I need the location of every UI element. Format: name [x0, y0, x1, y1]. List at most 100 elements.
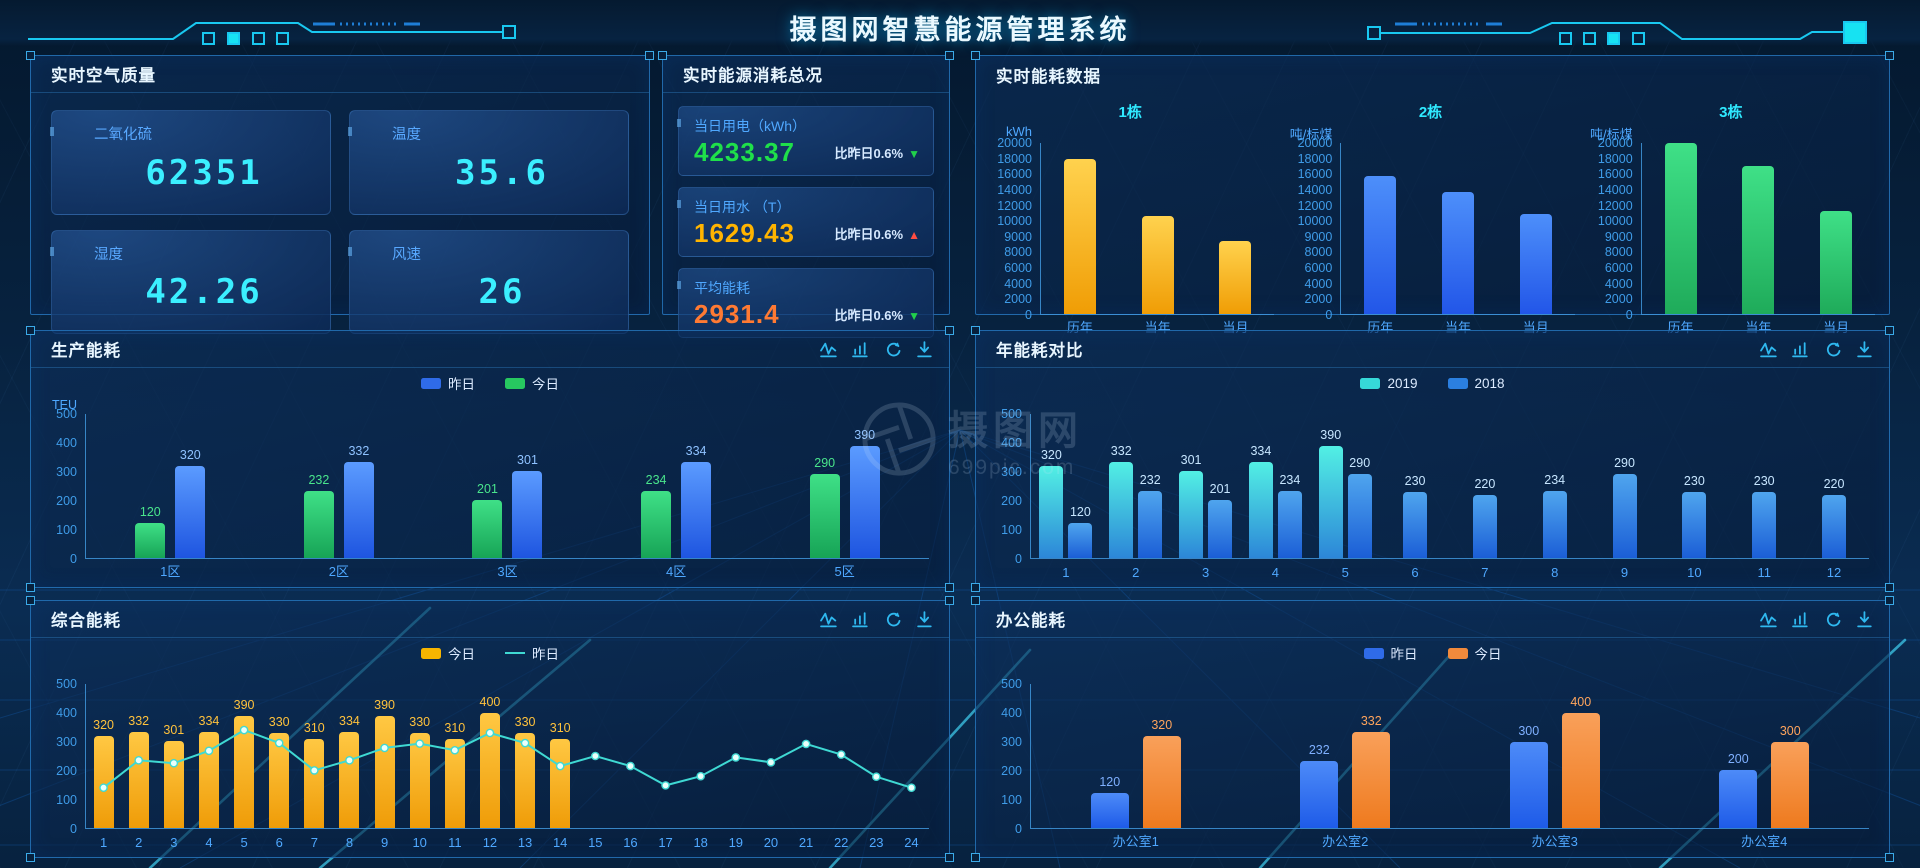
legend-item[interactable]: 2019 — [1360, 376, 1418, 391]
bar[interactable]: 310 — [304, 721, 325, 828]
bar[interactable]: 232 — [1300, 743, 1339, 828]
bar[interactable]: 300 — [1771, 724, 1810, 828]
bar[interactable]: 120 — [1068, 505, 1093, 558]
bar[interactable]: 390 — [1318, 428, 1343, 558]
bar-group: 390 9 — [367, 684, 402, 850]
bar[interactable]: 234 — [1542, 473, 1567, 558]
bar[interactable]: 200 — [1719, 752, 1758, 828]
bar[interactable]: 290 — [809, 456, 840, 558]
bar[interactable]: 220 — [1822, 477, 1847, 558]
legend-item[interactable]: 今日 — [421, 643, 475, 663]
bar[interactable]: 201 — [472, 482, 503, 558]
bar[interactable]: 320 — [175, 448, 206, 558]
bar[interactable]: 320 — [93, 718, 114, 828]
bar[interactable]: 230 — [1403, 474, 1428, 558]
x-tick-label: 20 — [763, 835, 779, 850]
bar[interactable] — [1442, 191, 1474, 314]
bar[interactable]: 120 — [1090, 775, 1129, 828]
bar[interactable]: 330 — [515, 715, 535, 828]
bar[interactable]: 330 — [269, 715, 290, 828]
line-chart-icon[interactable] — [1760, 341, 1779, 358]
bar[interactable]: 310 — [550, 721, 571, 828]
line-chart-icon[interactable] — [820, 341, 839, 358]
corner-marker — [971, 326, 980, 335]
legend-swatch — [1363, 647, 1384, 659]
bar[interactable]: 400 — [480, 695, 500, 828]
compare-text: 比昨日0.6% ▼ — [834, 146, 920, 161]
bar[interactable]: 332 — [1109, 444, 1134, 558]
production-energy-chart: 昨日 今日 TEU 0 100 200 300 400 500 120 320 1区 232 332 2区 2… — [31, 368, 949, 587]
bar-group: 334 4 — [191, 684, 226, 850]
bar[interactable]: 334 — [681, 444, 712, 558]
bar[interactable]: 220 — [1472, 477, 1497, 558]
bar[interactable]: 301 — [1179, 453, 1204, 558]
bar[interactable] — [1742, 166, 1775, 314]
bar[interactable]: 232 — [303, 473, 334, 558]
bar[interactable]: 334 — [339, 714, 360, 828]
bar[interactable]: 390 — [374, 698, 395, 828]
download-icon[interactable] — [916, 610, 935, 628]
bar[interactable]: 234 — [641, 473, 672, 558]
bar[interactable]: 301 — [163, 723, 184, 828]
y-tick-label: 16000 — [997, 167, 1032, 182]
bar[interactable]: 330 — [409, 715, 430, 828]
bar[interactable]: 320 — [1142, 718, 1181, 828]
bar[interactable] — [1664, 143, 1697, 314]
bar-chart-icon[interactable] — [1792, 341, 1811, 358]
x-tick-label: 7 — [310, 835, 318, 850]
bar[interactable]: 334 — [199, 714, 219, 828]
download-icon[interactable] — [1856, 610, 1875, 628]
bar[interactable]: 310 — [444, 721, 465, 828]
y-tick-label: 200 — [56, 494, 77, 508]
bar[interactable]: 201 — [1208, 482, 1233, 558]
bar[interactable]: 290 — [1612, 456, 1637, 558]
line-chart-icon[interactable] — [820, 611, 839, 628]
bar[interactable] — [1219, 240, 1252, 314]
bar[interactable]: 301 — [512, 453, 543, 558]
bar[interactable]: 230 — [1682, 474, 1707, 558]
bar-value-label: 230 — [1404, 473, 1426, 488]
bar[interactable]: 390 — [234, 698, 254, 828]
bar[interactable]: 234 — [1277, 473, 1302, 558]
legend-item[interactable]: 2018 — [1447, 376, 1505, 391]
bar[interactable] — [1820, 211, 1853, 314]
bar[interactable]: 230 — [1752, 474, 1777, 558]
refresh-icon[interactable] — [884, 611, 903, 628]
legend-item[interactable]: 昨日 — [421, 373, 475, 393]
bar-value-label: 230 — [1683, 473, 1705, 488]
corner-marker — [1885, 326, 1894, 335]
y-tick-label: 0 — [70, 552, 77, 566]
refresh-icon[interactable] — [1824, 611, 1843, 628]
bar-chart-icon[interactable] — [852, 611, 871, 628]
bar[interactable] — [1519, 213, 1552, 314]
bar[interactable]: 390 — [849, 428, 880, 558]
legend-swatch — [1360, 377, 1381, 389]
refresh-icon[interactable] — [1824, 341, 1843, 358]
bar[interactable] — [1364, 175, 1397, 314]
bar[interactable]: 290 — [1347, 456, 1372, 558]
y-tick-label: 14000 — [997, 182, 1032, 197]
line-chart-icon[interactable] — [1760, 611, 1779, 628]
legend-item[interactable]: 今日 — [505, 373, 559, 393]
corner-marker — [1885, 853, 1894, 862]
bar-chart-icon[interactable] — [1792, 611, 1811, 628]
bar[interactable]: 334 — [1248, 444, 1273, 558]
bar[interactable]: 300 — [1509, 724, 1548, 828]
legend-item[interactable]: 昨日 — [505, 643, 559, 663]
refresh-icon[interactable] — [884, 341, 903, 358]
bar[interactable] — [1141, 216, 1174, 314]
legend-item[interactable]: 今日 — [1447, 643, 1502, 663]
legend-item[interactable]: 昨日 — [1363, 643, 1418, 663]
bar[interactable]: 332 — [343, 444, 374, 558]
bar[interactable]: 332 — [128, 714, 149, 828]
bar[interactable] — [1063, 158, 1096, 314]
bar[interactable]: 232 — [1138, 473, 1163, 558]
bar[interactable]: 332 — [1352, 714, 1391, 828]
bar[interactable]: 120 — [135, 505, 166, 558]
bar[interactable]: 320 — [1039, 448, 1064, 558]
plot-area: 320 120 1 332 232 2 301 201 3 334 234 4 390 290 5 230 6 2… — [1030, 414, 1869, 580]
bar[interactable]: 400 — [1561, 695, 1600, 828]
download-icon[interactable] — [916, 340, 935, 358]
download-icon[interactable] — [1856, 340, 1875, 358]
bar-chart-icon[interactable] — [852, 341, 871, 358]
